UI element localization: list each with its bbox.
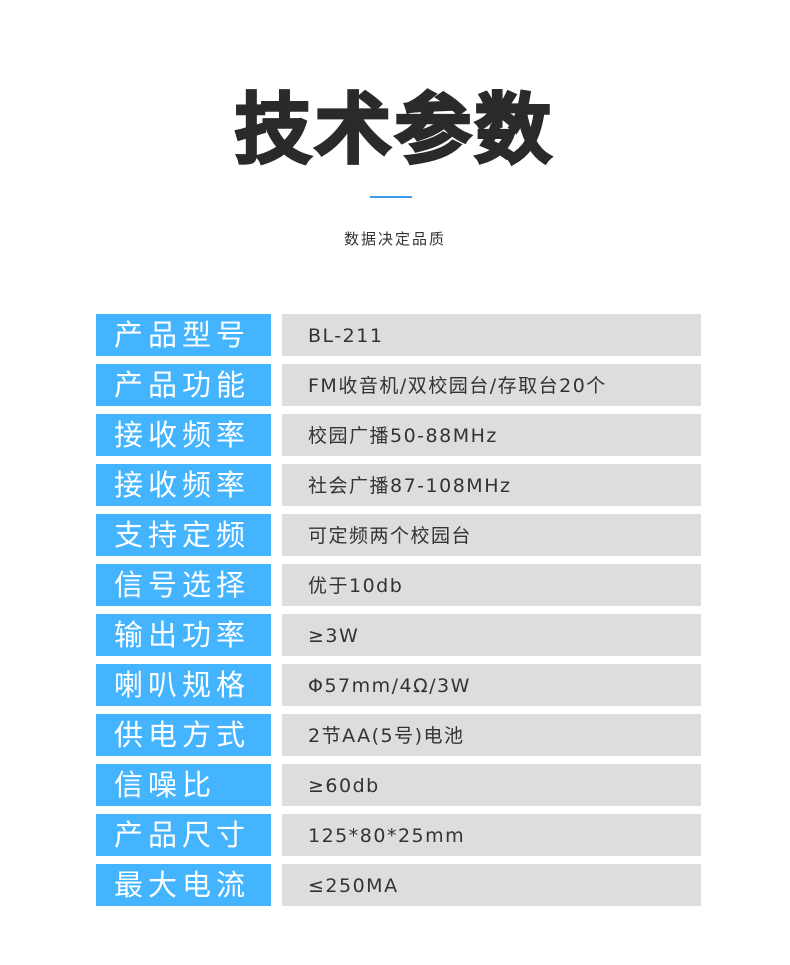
spec-row: 产品型号 BL-211	[96, 314, 701, 356]
spec-value: ≥60db	[282, 764, 701, 806]
spec-value: 125*80*25mm	[282, 814, 701, 856]
spec-label: 接收频率	[96, 414, 271, 456]
spec-label: 喇叭规格	[96, 664, 271, 706]
spec-value: ≤250MA	[282, 864, 701, 906]
spec-label: 产品型号	[96, 314, 271, 356]
spec-row: 信噪比 ≥60db	[96, 764, 701, 806]
page-subtitle: 数据决定品质	[343, 230, 446, 248]
spec-value: 优于10db	[282, 564, 701, 606]
spec-value: 社会广播87-108MHz	[282, 464, 701, 506]
spec-row: 支持定频 可定频两个校园台	[96, 514, 701, 556]
spec-table: 产品型号 BL-211 产品功能 FM收音机/双校园台/存取台20个 接收频率 校园广播5…	[96, 314, 701, 914]
spec-value: Φ57mm/4Ω/3W	[282, 664, 701, 706]
spec-value: 2节AA(5号)电池	[282, 714, 701, 756]
spec-value: 可定频两个校园台	[282, 514, 701, 556]
spec-row: 接收频率 社会广播87-108MHz	[96, 464, 701, 506]
spec-row: 信号选择 优于10db	[96, 564, 701, 606]
spec-row: 最大电流 ≤250MA	[96, 864, 701, 906]
spec-row: 产品功能 FM收音机/双校园台/存取台20个	[96, 364, 701, 406]
spec-label: 产品尺寸	[96, 814, 271, 856]
spec-label: 支持定频	[96, 514, 271, 556]
title-accent-divider	[370, 196, 412, 198]
spec-label: 输出功率	[96, 614, 271, 656]
spec-row: 输出功率 ≥3W	[96, 614, 701, 656]
spec-label: 最大电流	[96, 864, 271, 906]
spec-row: 产品尺寸 125*80*25mm	[96, 814, 701, 856]
spec-label: 信号选择	[96, 564, 271, 606]
spec-label: 信噪比	[96, 764, 271, 806]
spec-value: BL-211	[282, 314, 701, 356]
spec-value: 校园广播50-88MHz	[282, 414, 701, 456]
spec-label: 产品功能	[96, 364, 271, 406]
spec-label: 供电方式	[96, 714, 271, 756]
spec-value: ≥3W	[282, 614, 701, 656]
spec-row: 接收频率 校园广播50-88MHz	[96, 414, 701, 456]
page-title: 技术参数	[234, 84, 555, 176]
spec-value: FM收音机/双校园台/存取台20个	[282, 364, 701, 406]
spec-row: 供电方式 2节AA(5号)电池	[96, 714, 701, 756]
spec-label: 接收频率	[96, 464, 271, 506]
spec-row: 喇叭规格 Φ57mm/4Ω/3W	[96, 664, 701, 706]
